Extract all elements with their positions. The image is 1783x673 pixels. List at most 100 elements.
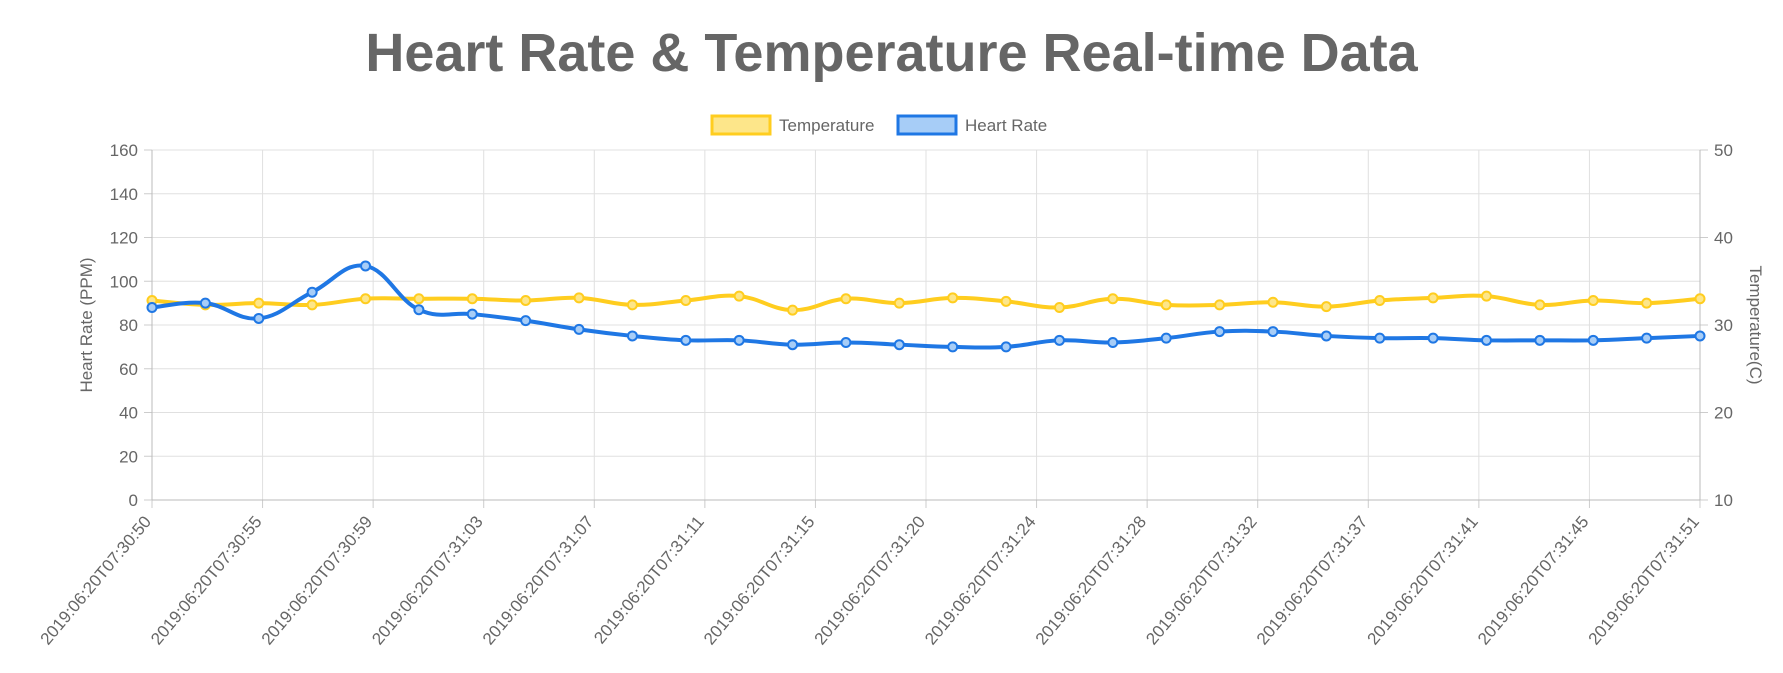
data-point-heart-rate[interactable] — [680, 334, 692, 346]
data-point-heart-rate[interactable] — [306, 286, 318, 298]
left-tick-label: 100 — [110, 272, 138, 291]
data-point-heart-rate[interactable] — [1427, 332, 1439, 344]
data-point-heart-rate[interactable] — [787, 339, 799, 351]
right-tick-label: 10 — [1714, 491, 1733, 510]
series-heart-rate — [146, 260, 1706, 353]
data-point-temperature[interactable] — [1427, 292, 1439, 304]
right-tick-label: 40 — [1714, 229, 1733, 248]
data-point-heart-rate[interactable] — [413, 304, 425, 316]
x-tick-label: 2019:06:20T07:30:59 — [258, 512, 376, 648]
data-point-heart-rate[interactable] — [1480, 334, 1492, 346]
series-temperature — [146, 290, 1706, 316]
data-point-temperature[interactable] — [1214, 299, 1226, 311]
data-point-heart-rate[interactable] — [1694, 330, 1706, 342]
data-point-heart-rate[interactable] — [626, 330, 638, 342]
data-point-heart-rate[interactable] — [1641, 332, 1653, 344]
x-tick-label: 2019:06:20T07:31:24 — [921, 512, 1039, 648]
left-axis-title: Heart Rate (PPM) — [77, 257, 96, 392]
left-tick-label: 160 — [110, 141, 138, 160]
legend-item-heart-rate[interactable]: Heart Rate — [896, 114, 1047, 136]
data-point-heart-rate[interactable] — [1053, 334, 1065, 346]
data-point-temperature[interactable] — [893, 297, 905, 309]
data-point-temperature[interactable] — [1053, 302, 1065, 313]
data-point-temperature[interactable] — [680, 295, 692, 306]
data-point-temperature[interactable] — [573, 292, 585, 304]
data-point-temperature[interactable] — [360, 293, 372, 305]
x-tick-label: 2019:06:20T07:31:03 — [368, 512, 486, 648]
left-tick-label: 0 — [129, 491, 138, 510]
left-tick-label: 140 — [110, 185, 138, 204]
x-tick-label: 2019:06:20T07:31:41 — [1363, 512, 1481, 648]
legend-swatch-heart-rate — [896, 114, 958, 136]
data-point-heart-rate[interactable] — [1374, 332, 1386, 344]
legend[interactable]: Temperature Heart Rate — [710, 114, 1047, 136]
data-point-heart-rate[interactable] — [893, 339, 905, 351]
left-tick-label: 80 — [119, 316, 138, 335]
data-point-temperature[interactable] — [1534, 299, 1546, 311]
data-point-temperature[interactable] — [466, 293, 478, 305]
data-point-temperature[interactable] — [253, 297, 265, 309]
x-tick-label: 2019:06:20T07:30:50 — [37, 512, 155, 648]
left-tick-label: 20 — [119, 447, 138, 466]
right-tick-label: 50 — [1714, 141, 1733, 160]
chart-title: Heart Rate & Temperature Real-time Data — [365, 23, 1418, 83]
data-point-heart-rate[interactable] — [733, 334, 745, 346]
legend-label-heart-rate: Heart Rate — [965, 116, 1047, 135]
data-point-temperature[interactable] — [1107, 293, 1119, 305]
left-tick-label: 60 — [119, 360, 138, 379]
data-point-heart-rate[interactable] — [1160, 332, 1172, 344]
x-tick-label: 2019:06:20T07:31:32 — [1142, 512, 1260, 648]
x-tick-label: 2019:06:20T07:31:07 — [479, 512, 597, 648]
x-tick-label: 2019:06:20T07:30:55 — [147, 512, 265, 648]
x-tick-label: 2019:06:20T07:31:11 — [590, 512, 708, 647]
data-point-heart-rate[interactable] — [466, 308, 478, 320]
data-point-temperature[interactable] — [1000, 295, 1012, 307]
series-layer — [146, 260, 1706, 353]
right-tick-label: 30 — [1714, 316, 1733, 335]
data-point-temperature[interactable] — [306, 299, 318, 311]
data-point-temperature[interactable] — [1374, 295, 1386, 306]
data-point-temperature[interactable] — [626, 299, 638, 311]
data-point-heart-rate[interactable] — [1534, 334, 1546, 346]
data-point-heart-rate[interactable] — [1107, 337, 1119, 348]
data-point-temperature[interactable] — [1160, 299, 1172, 311]
data-point-temperature[interactable] — [840, 293, 852, 305]
data-point-heart-rate[interactable] — [360, 260, 372, 272]
left-tick-label: 40 — [119, 404, 138, 423]
data-point-temperature[interactable] — [787, 304, 799, 316]
x-tick-label: 2019:06:20T07:31:45 — [1474, 512, 1592, 648]
data-point-temperature[interactable] — [520, 295, 532, 306]
data-point-heart-rate[interactable] — [1000, 341, 1012, 353]
x-tick-label: 2019:06:20T07:31:28 — [1032, 512, 1150, 648]
data-point-heart-rate[interactable] — [840, 337, 852, 348]
data-point-heart-rate[interactable] — [947, 341, 959, 353]
data-point-heart-rate[interactable] — [1320, 330, 1332, 342]
data-point-heart-rate[interactable] — [1587, 334, 1599, 346]
axes: 0 20 40 60 80 100 120 140 160 10 20 30 40 50 2019:06:2… — [37, 141, 1765, 648]
data-point-temperature[interactable] — [947, 292, 959, 304]
data-point-temperature[interactable] — [1480, 290, 1492, 302]
data-point-heart-rate[interactable] — [1267, 326, 1279, 338]
x-tick-label: 2019:06:20T07:31:51 — [1585, 512, 1703, 648]
data-point-temperature[interactable] — [1587, 295, 1599, 306]
data-point-heart-rate[interactable] — [253, 312, 265, 324]
grid — [151, 149, 1701, 501]
left-tick-label: 120 — [110, 229, 138, 248]
data-point-heart-rate[interactable] — [1214, 326, 1226, 338]
data-point-heart-rate[interactable] — [146, 302, 158, 313]
legend-label-temperature: Temperature — [779, 116, 874, 135]
data-point-heart-rate[interactable] — [199, 297, 211, 309]
data-point-heart-rate[interactable] — [573, 323, 585, 335]
legend-item-temperature[interactable]: Temperature — [710, 114, 874, 136]
data-point-temperature[interactable] — [733, 290, 745, 302]
right-axis-title: Temperature(C) — [1746, 265, 1765, 384]
data-point-temperature[interactable] — [413, 293, 425, 305]
right-tick-label: 20 — [1714, 404, 1733, 423]
data-point-temperature[interactable] — [1694, 293, 1706, 305]
data-point-temperature[interactable] — [1641, 297, 1653, 309]
data-point-heart-rate[interactable] — [520, 315, 532, 327]
x-tick-label: 2019:06:20T07:31:15 — [700, 512, 818, 648]
data-point-temperature[interactable] — [1267, 296, 1279, 308]
data-point-temperature[interactable] — [1320, 301, 1332, 313]
